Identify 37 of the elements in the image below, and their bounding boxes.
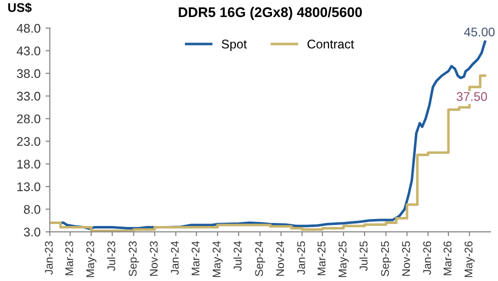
x-tick-label: Jan-26 (423, 241, 432, 275)
x-tick-label: Jan-23 (44, 241, 53, 275)
x-tick-label: Jan-24 (170, 241, 179, 275)
x-tick-label: Mar-26 (444, 241, 452, 276)
x-tick-label: Jan-25 (297, 241, 306, 275)
y-tick-label: 43.0 (16, 46, 40, 56)
y-tick-label: 18.0 (17, 160, 40, 169)
legend-label: Contract (308, 40, 354, 49)
annotation: 45.00 (464, 28, 495, 36)
chart-title: DDR5 16G (2Gx8) 4800/5600 (178, 6, 362, 20)
legend-label: Spot (222, 40, 247, 51)
y-tick-label: 38.0 (16, 69, 40, 78)
x-tick-label: Mar-24 (192, 241, 200, 276)
x-tick-label: May-24 (212, 241, 223, 277)
x-tick-label: May-26 (464, 241, 475, 277)
y-axis-title: US$ (8, 2, 32, 13)
x-tick-label: May-25 (338, 241, 349, 277)
x-tick-label: Jul-25 (359, 241, 368, 271)
y-tick-label: 8.0 (24, 204, 40, 214)
y-tick-label: 28.0 (17, 114, 40, 124)
y-tick-label: 13.0 (17, 182, 40, 192)
x-tick-label: Nov-23 (150, 241, 158, 276)
x-tick-label: Jul-24 (233, 241, 242, 271)
x-tick-label: Jul-23 (107, 241, 116, 271)
x-tick-label: May-23 (86, 241, 96, 277)
x-tick-label: Nov-25 (402, 241, 410, 276)
x-tick-label: Mar-23 (65, 241, 74, 276)
y-tick-label: 33.0 (16, 92, 40, 101)
x-tick-label: Sep-24 (255, 241, 266, 276)
x-tick-label: Nov-24 (276, 241, 284, 276)
x-tick-label: Mar-25 (318, 241, 326, 276)
x-tick-label: Sep-25 (381, 241, 392, 276)
annotation: 37.50 (456, 92, 487, 101)
y-tick-label: 23.0 (17, 137, 40, 146)
x-tick-label: Sep-23 (128, 241, 139, 276)
y-tick-label: 3.0 (24, 228, 40, 236)
y-tick-label: 48.0 (16, 24, 40, 33)
